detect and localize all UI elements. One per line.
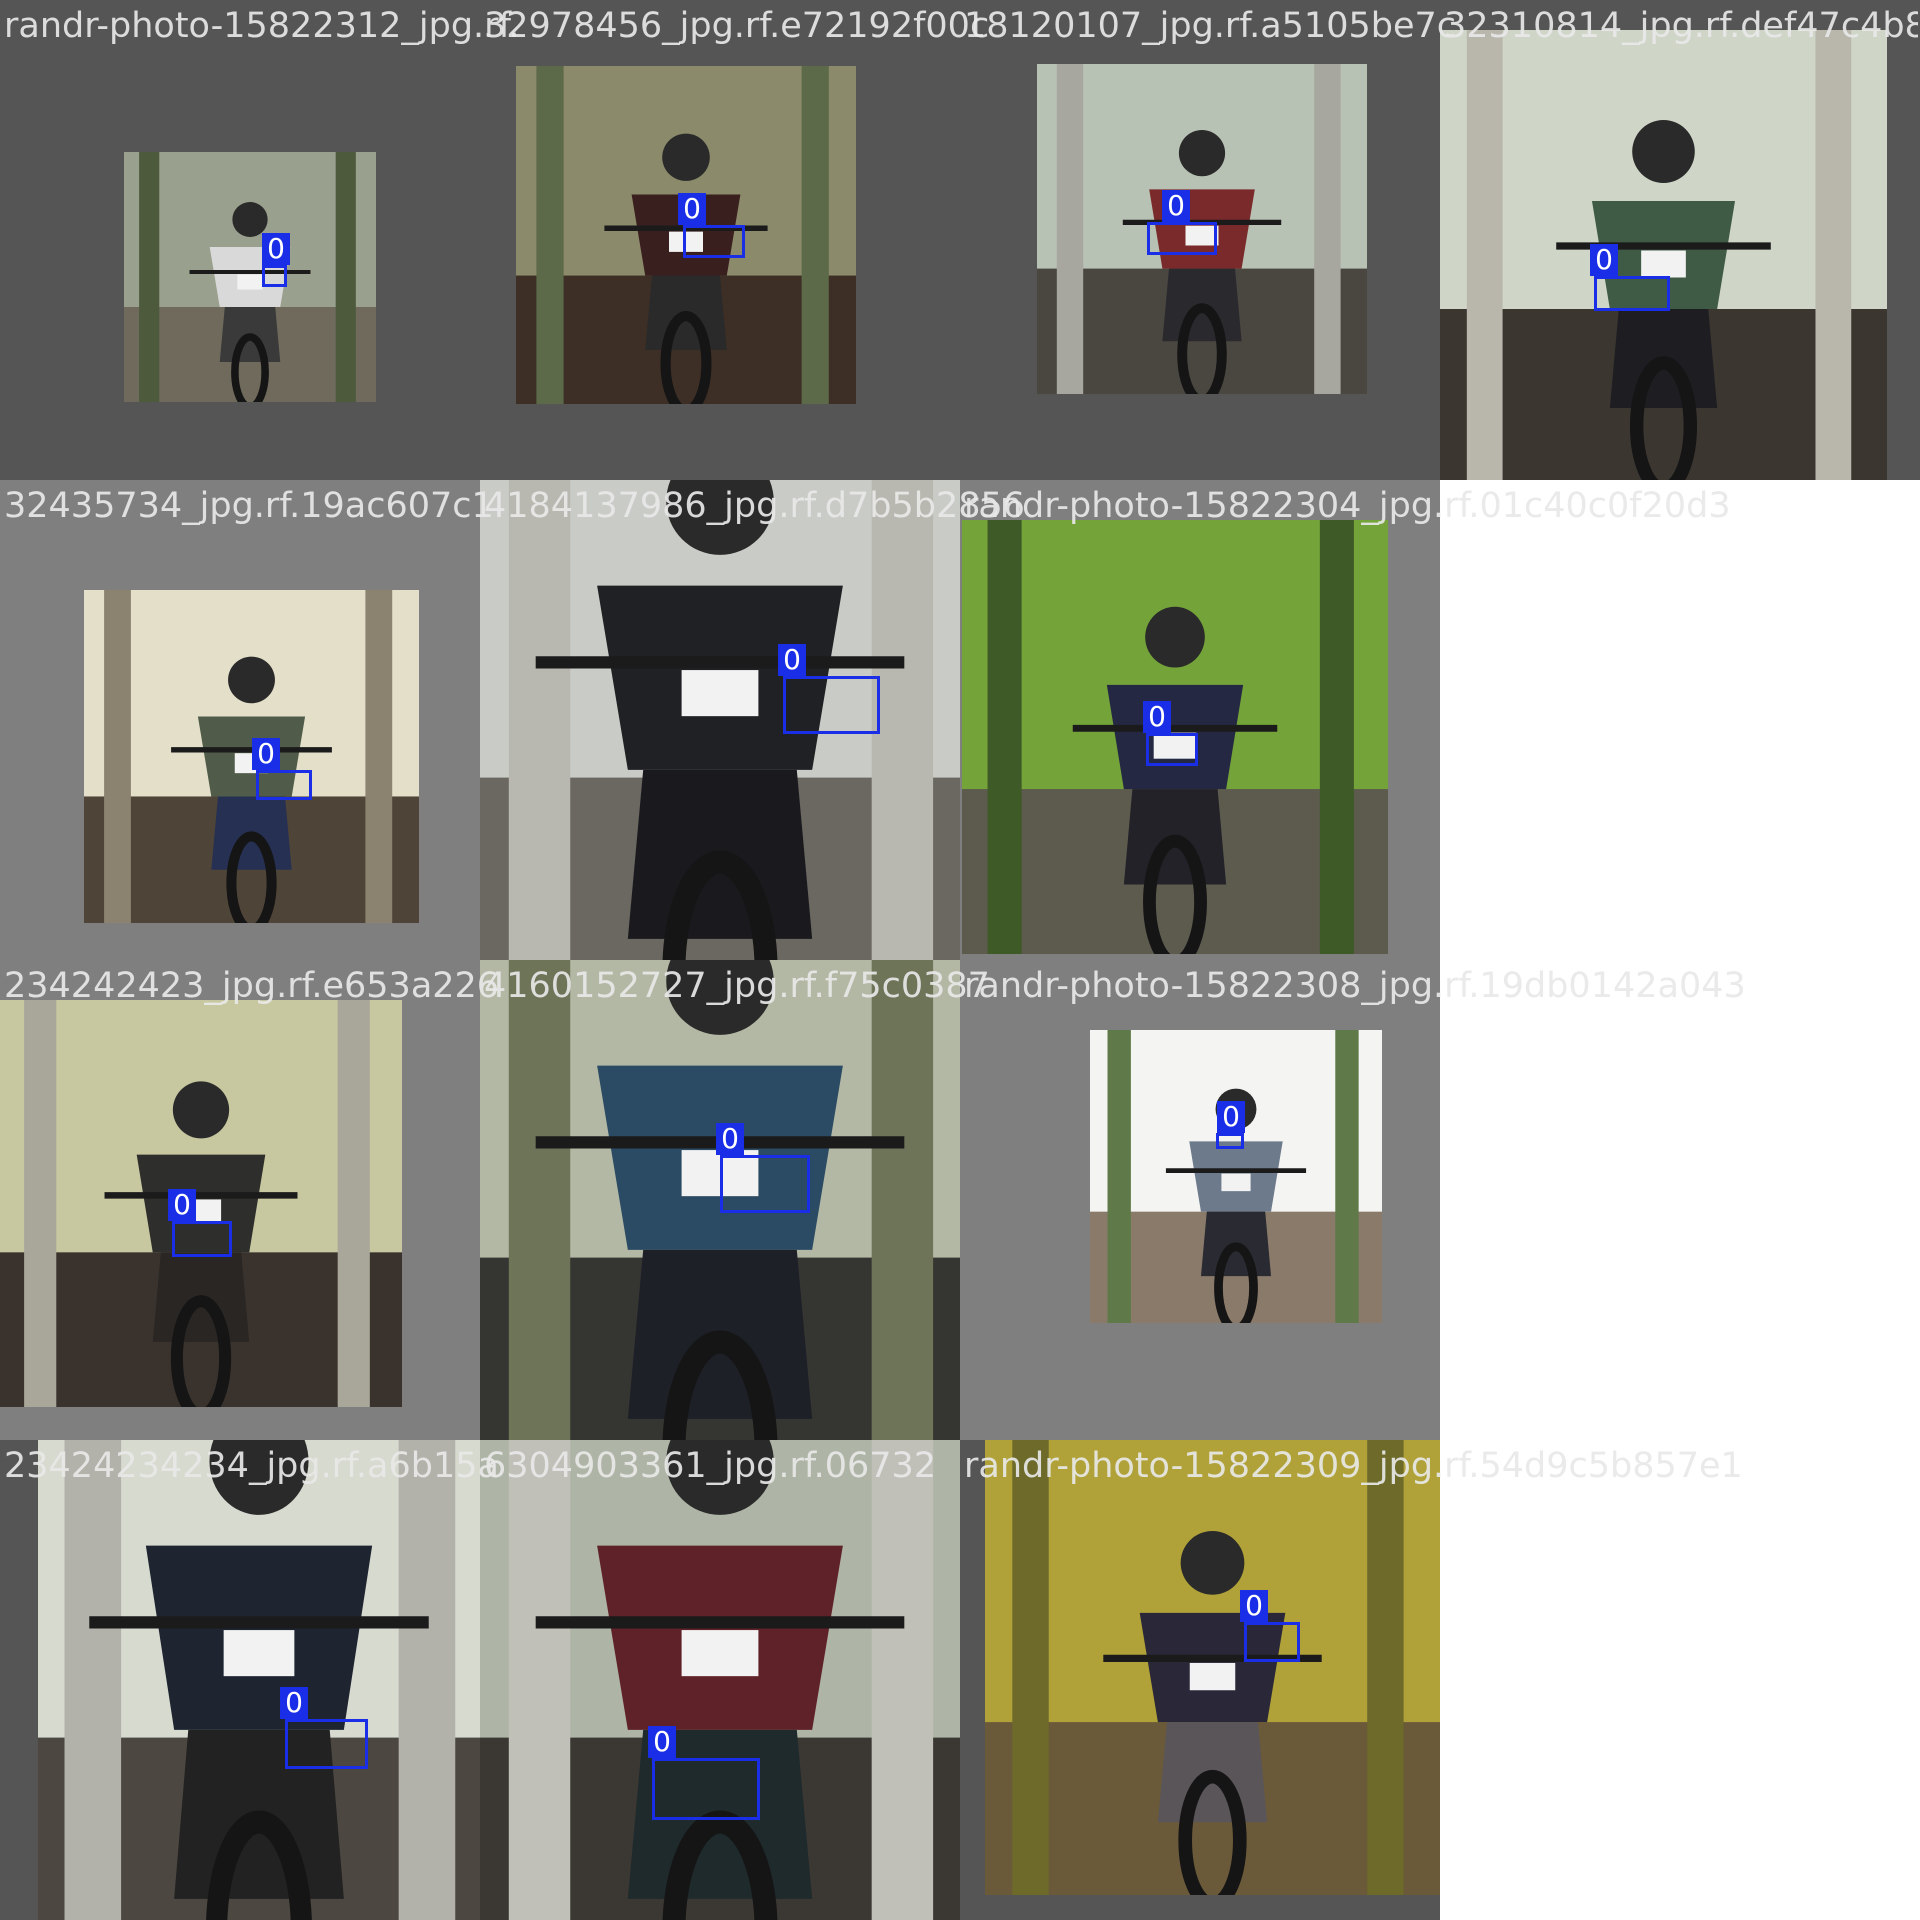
rider-photo: [480, 1440, 960, 1920]
class-label: 0: [168, 1189, 196, 1221]
bib-bounding-box: [172, 1221, 232, 1257]
class-label: 0: [648, 1726, 676, 1758]
class-label: 0: [1143, 701, 1171, 733]
bib-bounding-box: [1244, 1622, 1300, 1662]
rider-photo: [1037, 64, 1367, 394]
class-label: 0: [280, 1687, 308, 1719]
mosaic-tile: 0: [480, 0, 960, 480]
rider-photo: [962, 520, 1388, 954]
mosaic-tile: 0: [960, 0, 1440, 480]
bib-bounding-box: [1216, 1133, 1244, 1149]
bib-bounding-box: [652, 1758, 760, 1820]
class-label: 0: [1590, 244, 1618, 276]
mosaic-tile: 0: [0, 960, 480, 1440]
class-label: 0: [1162, 190, 1190, 222]
mosaic-tile: 0: [0, 1440, 480, 1920]
mosaic-tile: 0: [0, 0, 480, 480]
class-label: 0: [1217, 1101, 1245, 1133]
class-label: 0: [262, 233, 290, 265]
mosaic-tile: 0: [480, 480, 960, 960]
mosaic-tile: 0: [960, 960, 1440, 1440]
rider-photo: [0, 1000, 402, 1407]
rider-photo: [516, 66, 856, 404]
mosaic-tile: 0: [480, 960, 960, 1440]
bib-bounding-box: [262, 265, 287, 287]
rider-photo: [124, 152, 376, 402]
rider-photo: [480, 480, 960, 960]
class-label: 0: [252, 738, 280, 770]
rider-photo: [1440, 30, 1887, 480]
rider-photo: [1090, 1030, 1382, 1323]
class-label: 0: [678, 193, 706, 225]
rider-photo: [38, 1440, 480, 1920]
class-label: 0: [778, 644, 806, 676]
bib-bounding-box: [683, 225, 745, 258]
bib-bounding-box: [256, 770, 312, 800]
mosaic-tile: 0: [1440, 0, 1920, 480]
rider-photo: [84, 590, 419, 923]
bib-bounding-box: [1594, 276, 1670, 311]
mosaic-tile: 0: [960, 1440, 1440, 1920]
bib-bounding-box: [1146, 733, 1198, 766]
bib-bounding-box: [720, 1155, 810, 1213]
mosaic-tile: 0: [0, 480, 480, 960]
bib-bounding-box: [285, 1719, 368, 1769]
bib-bounding-box: [783, 676, 880, 734]
class-label: 0: [716, 1123, 744, 1155]
mosaic-tile: 0: [960, 480, 1440, 960]
mosaic-tile: 0: [480, 1440, 960, 1920]
rider-photo: [985, 1440, 1440, 1895]
bib-bounding-box: [1147, 222, 1217, 255]
class-label: 0: [1240, 1590, 1268, 1622]
